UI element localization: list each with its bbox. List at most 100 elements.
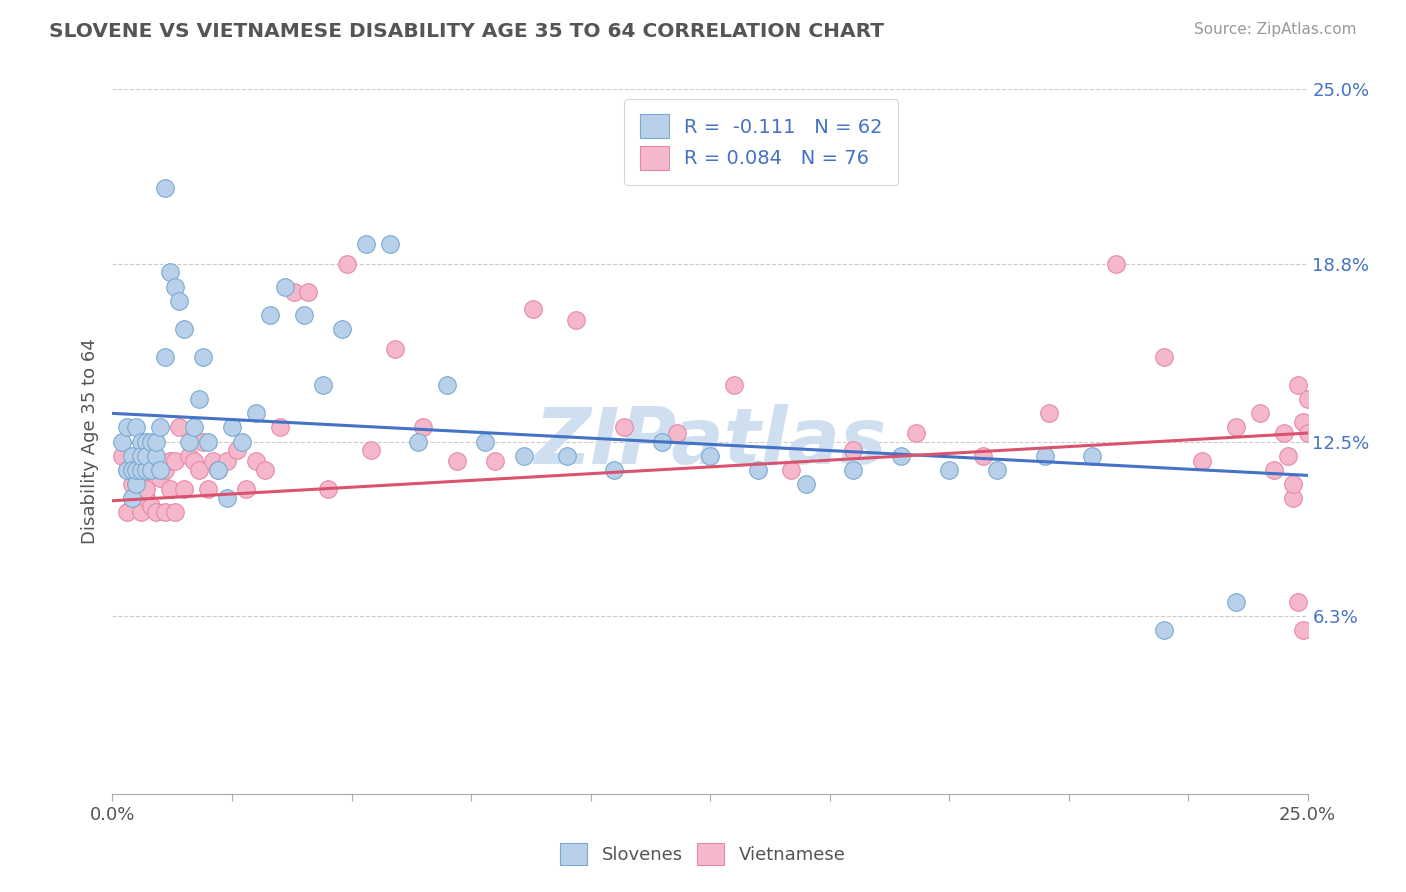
- Point: [217, 454, 239, 468]
- Point: [139, 434, 162, 449]
- Point: [1296, 426, 1319, 441]
- Point: [129, 434, 152, 449]
- Point: [436, 378, 458, 392]
- Point: [173, 322, 195, 336]
- Point: [794, 476, 817, 491]
- Point: [121, 449, 143, 463]
- Point: [207, 463, 229, 477]
- Point: [153, 350, 176, 364]
- Point: [125, 476, 148, 491]
- Point: [153, 181, 176, 195]
- Point: [125, 476, 148, 491]
- Legend: Slovenes, Vietnamese: Slovenes, Vietnamese: [551, 834, 855, 874]
- Point: [129, 463, 152, 477]
- Point: [145, 463, 167, 477]
- Point: [603, 463, 626, 477]
- Point: [474, 434, 496, 449]
- Point: [1033, 449, 1056, 463]
- Point: [1153, 624, 1175, 638]
- Point: [115, 463, 138, 477]
- Point: [121, 463, 143, 477]
- Point: [163, 279, 186, 293]
- Text: ZIPatlas: ZIPatlas: [534, 403, 886, 480]
- Point: [187, 463, 209, 477]
- Point: [197, 434, 219, 449]
- Point: [665, 426, 688, 441]
- Point: [384, 342, 406, 356]
- Point: [125, 449, 148, 463]
- Point: [121, 491, 143, 505]
- Point: [245, 454, 267, 468]
- Point: [245, 406, 267, 420]
- Point: [555, 449, 578, 463]
- Point: [159, 265, 181, 279]
- Point: [1081, 449, 1104, 463]
- Point: [193, 350, 215, 364]
- Point: [163, 454, 186, 468]
- Point: [699, 449, 721, 463]
- Point: [135, 463, 157, 477]
- Point: [129, 454, 152, 468]
- Text: SLOVENE VS VIETNAMESE DISABILITY AGE 35 TO 64 CORRELATION CHART: SLOVENE VS VIETNAMESE DISABILITY AGE 35 …: [49, 22, 884, 41]
- Point: [1282, 491, 1305, 505]
- Point: [187, 392, 209, 407]
- Point: [336, 257, 359, 271]
- Point: [149, 463, 172, 477]
- Point: [269, 420, 291, 434]
- Point: [139, 454, 162, 468]
- Point: [129, 505, 152, 519]
- Legend: R =  -0.111   N = 62, R = 0.084   N = 76: R = -0.111 N = 62, R = 0.084 N = 76: [624, 99, 898, 186]
- Point: [115, 505, 138, 519]
- Point: [183, 454, 205, 468]
- Point: [153, 463, 176, 477]
- Point: [747, 463, 769, 477]
- Point: [1277, 449, 1299, 463]
- Point: [723, 378, 745, 392]
- Text: Source: ZipAtlas.com: Source: ZipAtlas.com: [1194, 22, 1357, 37]
- Point: [1282, 476, 1305, 491]
- Point: [1296, 392, 1319, 407]
- Point: [149, 454, 172, 468]
- Point: [177, 434, 200, 449]
- Point: [135, 449, 157, 463]
- Point: [163, 505, 186, 519]
- Point: [259, 308, 281, 322]
- Point: [139, 500, 162, 514]
- Point: [273, 279, 295, 293]
- Point: [312, 378, 335, 392]
- Point: [412, 420, 434, 434]
- Point: [613, 420, 636, 434]
- Point: [201, 454, 224, 468]
- Point: [129, 471, 152, 485]
- Point: [972, 449, 994, 463]
- Point: [283, 285, 305, 300]
- Point: [135, 491, 157, 505]
- Point: [169, 293, 191, 308]
- Point: [121, 476, 143, 491]
- Point: [217, 491, 239, 505]
- Point: [484, 454, 506, 468]
- Point: [115, 420, 138, 434]
- Point: [139, 463, 162, 477]
- Point: [193, 434, 215, 449]
- Point: [378, 237, 401, 252]
- Point: [1286, 595, 1309, 609]
- Point: [316, 483, 339, 497]
- Point: [446, 454, 468, 468]
- Point: [1263, 463, 1285, 477]
- Point: [1272, 426, 1295, 441]
- Point: [135, 483, 157, 497]
- Point: [938, 463, 960, 477]
- Point: [121, 491, 143, 505]
- Y-axis label: Disability Age 35 to 64: Disability Age 35 to 64: [80, 339, 98, 544]
- Point: [177, 449, 200, 463]
- Point: [111, 449, 134, 463]
- Point: [651, 434, 673, 449]
- Point: [1292, 624, 1315, 638]
- Point: [842, 442, 865, 457]
- Point: [225, 442, 247, 457]
- Point: [1249, 406, 1271, 420]
- Point: [149, 420, 172, 434]
- Point: [129, 449, 152, 463]
- Point: [197, 483, 219, 497]
